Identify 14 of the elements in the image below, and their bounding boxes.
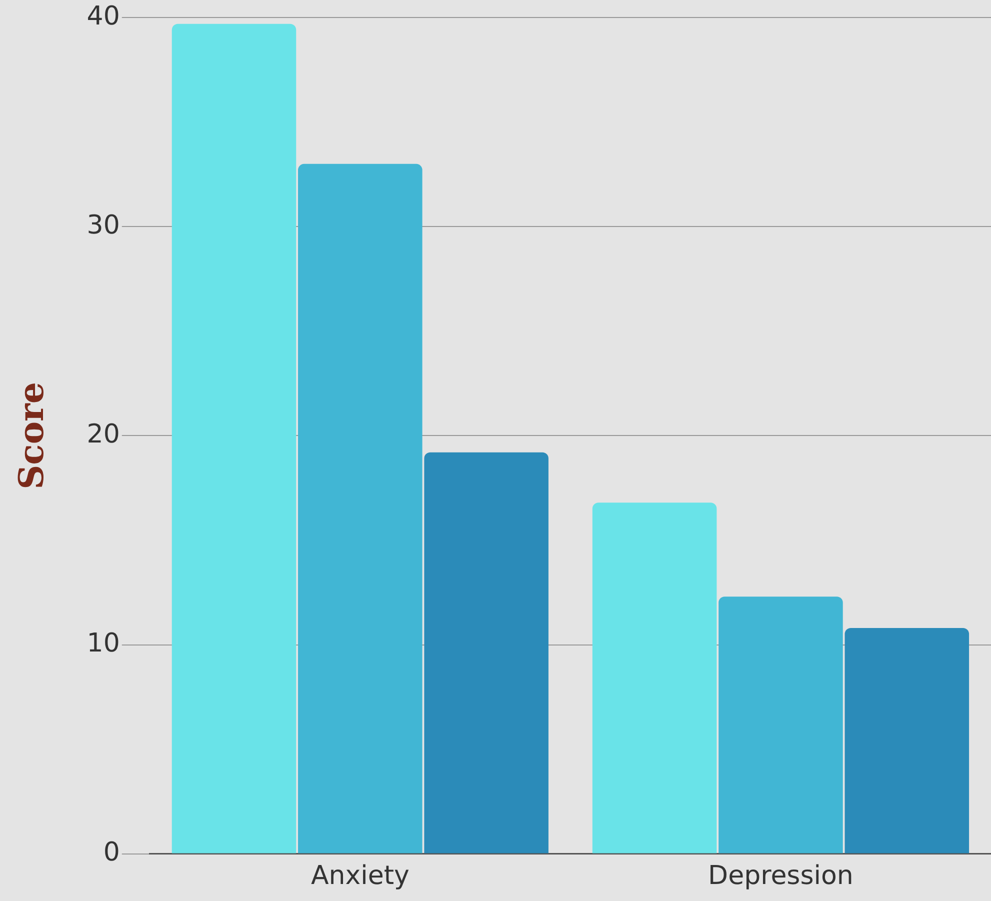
bar [298, 164, 422, 854]
bar [172, 24, 296, 854]
bar [844, 628, 970, 854]
x-tick-label: Depression [708, 861, 854, 892]
bar [424, 452, 548, 854]
y-tick-label: 10 [86, 628, 120, 658]
y-tick-label: 30 [86, 210, 120, 240]
y-tick-label: 40 [86, 1, 120, 32]
y-axis-title: Score [12, 382, 52, 490]
y-tick-label: 0 [103, 838, 120, 868]
bar [718, 596, 843, 854]
y-tick-label: 20 [86, 419, 120, 450]
x-tick-label: Anxiety [310, 861, 410, 892]
bar [592, 502, 717, 854]
